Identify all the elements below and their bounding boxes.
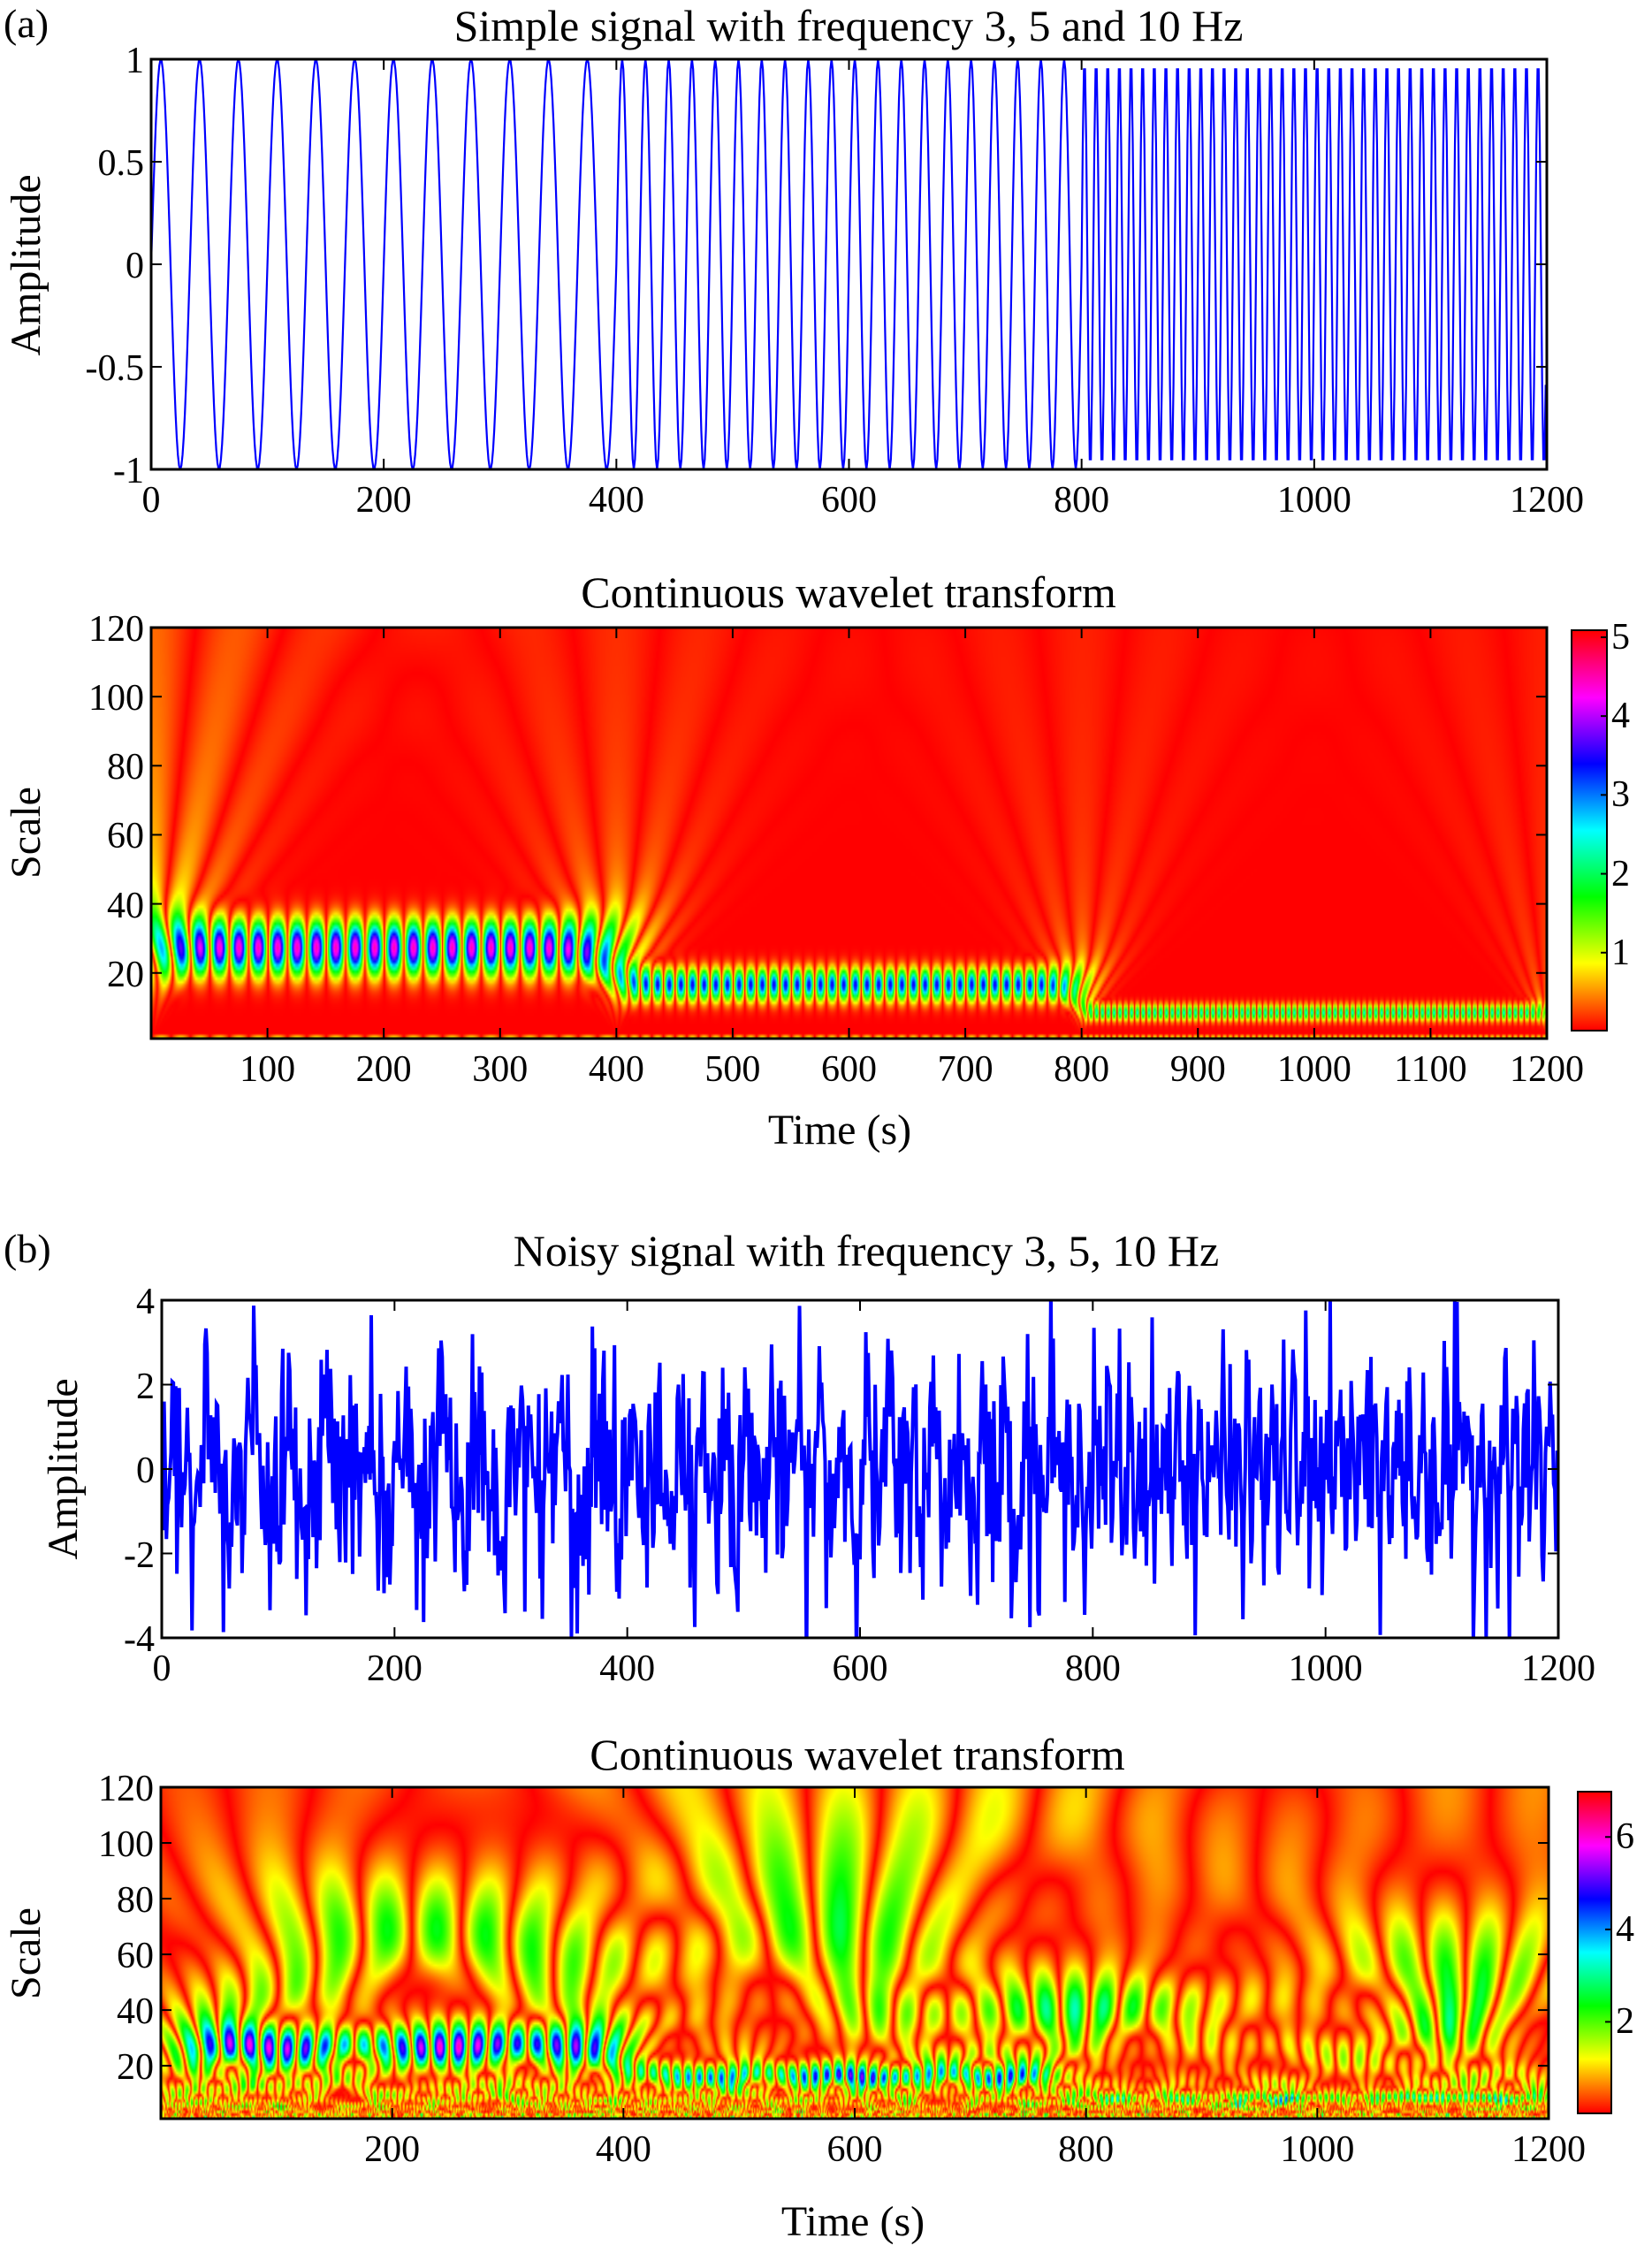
x-tick-label: 800: [1065, 1650, 1121, 1687]
x-tick-label: 200: [356, 482, 412, 519]
y-tick-label: 80: [117, 1882, 154, 1919]
colorbar-tick-label: 2: [1616, 2003, 1634, 2040]
axes-frame: [151, 628, 1547, 1039]
x-tick-label: 400: [599, 1650, 655, 1687]
y-tick-label: 40: [117, 1993, 154, 2030]
y-tick-label: -4: [124, 1621, 155, 1658]
x-tick-label: 400: [596, 2131, 651, 2168]
x-tick-label: 600: [827, 2131, 883, 2168]
colorbar-tick-label: 5: [1611, 619, 1630, 656]
x-tick-label: 1000: [1289, 1650, 1363, 1687]
x-tick-label: 0: [153, 1650, 171, 1687]
x-tick-label: 800: [1054, 482, 1109, 519]
x-tick-label: 1200: [1521, 1650, 1595, 1687]
x-tick-label: 100: [240, 1051, 295, 1088]
x-tick-label: 1200: [1510, 1051, 1584, 1088]
y-tick-label: -1: [113, 453, 144, 490]
y-tick-label: 20: [117, 2049, 154, 2086]
signal-line-2: [162, 1291, 1557, 1669]
x-tick-label: 800: [1058, 2131, 1114, 2168]
x-tick-label: 1200: [1510, 482, 1584, 519]
y-tick-label: -0.5: [86, 350, 145, 387]
colorbar-tick-label: 1: [1611, 934, 1630, 971]
axes-3: [161, 1787, 1549, 2119]
colorbar-tick-label: 2: [1611, 856, 1630, 893]
x-tick-label: 200: [356, 1051, 412, 1088]
x-tick-label: 1000: [1277, 1051, 1351, 1088]
y-tick-label: 60: [107, 818, 144, 855]
y-tick-label: 2: [136, 1368, 155, 1405]
axes-frame: [161, 1787, 1549, 2119]
y-tick-label: 80: [107, 749, 144, 786]
x-tick-label: 400: [589, 482, 644, 519]
y-tick-label: 0.5: [98, 145, 145, 182]
x-tick-label: 900: [1170, 1051, 1226, 1088]
y-tick-label: 4: [136, 1283, 155, 1321]
y-tick-label: 100: [88, 680, 144, 717]
x-tick-label: 700: [938, 1051, 993, 1088]
x-tick-label: 400: [589, 1051, 644, 1088]
y-tick-label: 40: [107, 887, 144, 925]
x-tick-label: 1100: [1394, 1051, 1466, 1088]
colorbar-tick-label: 4: [1616, 1911, 1634, 1948]
colorbar-tick-label: 4: [1611, 697, 1630, 735]
x-tick-label: 0: [142, 482, 161, 519]
y-tick-label: 1: [126, 42, 144, 80]
x-tick-label: 1200: [1511, 2131, 1586, 2168]
y-tick-label: 0: [136, 1452, 155, 1489]
x-tick-label: 600: [821, 1051, 877, 1088]
x-tick-label: 200: [367, 1650, 423, 1687]
x-tick-label: 800: [1054, 1051, 1109, 1088]
y-tick-label: 0: [126, 247, 144, 285]
colorbar-tick-label: 3: [1611, 776, 1630, 813]
colorbar-tick-label: 6: [1616, 1818, 1634, 1855]
x-tick-label: 1000: [1277, 482, 1351, 519]
x-tick-label: 1000: [1280, 2131, 1354, 2168]
y-tick-label: 100: [98, 1826, 154, 1863]
y-tick-label: 20: [107, 956, 144, 993]
y-tick-label: -2: [124, 1537, 155, 1574]
axes-1: [151, 628, 1547, 1039]
x-tick-label: 600: [833, 1650, 888, 1687]
y-tick-label: 120: [88, 611, 144, 648]
x-tick-label: 200: [364, 2131, 420, 2168]
x-tick-label: 300: [472, 1051, 528, 1088]
y-tick-label: 120: [98, 1770, 154, 1808]
x-tick-label: 500: [704, 1051, 760, 1088]
x-tick-label: 600: [821, 482, 877, 519]
signal-line-0: [151, 59, 1546, 469]
y-tick-label: 60: [117, 1937, 154, 1975]
